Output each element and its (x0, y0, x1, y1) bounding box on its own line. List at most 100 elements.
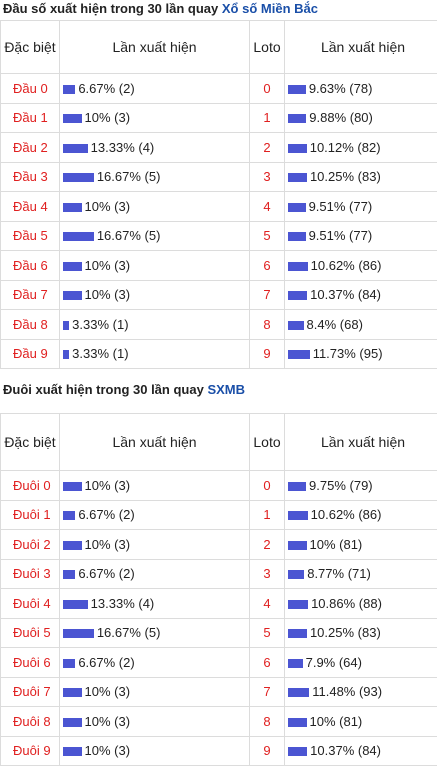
header-cell: Lần xuất hiện (60, 21, 250, 74)
frequency-cell: 3.33% (1) (60, 310, 250, 340)
loto-number: 4 (250, 192, 285, 222)
frequency-text: 6.67% (2) (78, 566, 134, 581)
frequency-text: 10% (3) (85, 537, 131, 552)
frequency-cell: 11.73% (95) (285, 339, 437, 369)
frequency-bar (288, 482, 306, 491)
frequency-text: 16.67% (5) (97, 228, 161, 243)
frequency-cell: 3.33% (1) (60, 339, 250, 369)
frequency-cell: 10% (3) (60, 471, 250, 501)
data-row: Đuôi 9 10% (3) 9 10.37% (84) (1, 736, 437, 766)
loto-number: 6 (250, 648, 285, 678)
frequency-bar (288, 114, 306, 123)
frequency-cell: 10% (81) (285, 530, 437, 560)
row-label: Đuôi 3 (1, 559, 60, 589)
row-label: Đuôi 0 (1, 471, 60, 501)
frequency-text: 9.88% (80) (309, 110, 373, 125)
frequency-bar (63, 541, 82, 550)
frequency-cell: 10.37% (84) (285, 736, 437, 766)
frequency-bar (288, 203, 306, 212)
frequency-bar (288, 718, 307, 727)
frequency-bar (63, 291, 82, 300)
frequency-text: 9.51% (77) (309, 228, 373, 243)
title-link[interactable]: Xổ số Miền Bắc (222, 1, 318, 16)
frequency-bar (288, 85, 306, 94)
frequency-text: 10.62% (86) (311, 258, 382, 273)
frequency-cell: 9.75% (79) (285, 471, 437, 501)
frequency-cell: 10.25% (83) (285, 618, 437, 648)
frequency-cell: 6.67% (2) (60, 500, 250, 530)
frequency-bar (63, 262, 82, 271)
frequency-bar (288, 350, 310, 359)
frequency-text: 11.48% (93) (312, 684, 382, 699)
frequency-text: 10% (3) (85, 684, 131, 699)
frequency-cell: 10.37% (84) (285, 280, 437, 310)
row-label: Đuôi 9 (1, 736, 60, 766)
loto-number: 8 (250, 707, 285, 737)
loto-number: 3 (250, 162, 285, 192)
header-cell: Lần xuất hiện (285, 414, 437, 471)
frequency-bar (63, 511, 75, 520)
frequency-text: 10% (3) (85, 258, 131, 273)
frequency-text: 13.33% (4) (91, 596, 155, 611)
frequency-text: 3.33% (1) (72, 317, 128, 332)
frequency-bar (63, 629, 94, 638)
row-label: Đầu 3 (1, 162, 60, 192)
row-label: Đuôi 8 (1, 707, 60, 737)
frequency-cell: 13.33% (4) (60, 589, 250, 619)
row-label: Đuôi 6 (1, 648, 60, 678)
frequency-bar (63, 659, 75, 668)
frequency-text: 10% (3) (85, 743, 131, 758)
frequency-cell: 7.9% (64) (285, 648, 437, 678)
frequency-text: 8.4% (68) (307, 317, 363, 332)
frequency-text: 10% (3) (85, 287, 131, 302)
header-cell: Lần xuất hiện (60, 414, 250, 471)
row-label: Đầu 9 (1, 339, 60, 369)
frequency-text: 10.37% (84) (310, 743, 381, 758)
frequency-cell: 9.63% (78) (285, 74, 437, 104)
frequency-bar (63, 173, 94, 182)
frequency-cell: 16.67% (5) (60, 221, 250, 251)
frequency-bar (288, 321, 304, 330)
frequency-text: 10.25% (83) (310, 169, 381, 184)
frequency-cell: 10% (3) (60, 530, 250, 560)
row-label: Đuôi 2 (1, 530, 60, 560)
loto-number: 1 (250, 500, 285, 530)
frequency-text: 8.77% (71) (307, 566, 371, 581)
title-link[interactable]: SXMB (207, 382, 245, 397)
loto-number: 9 (250, 736, 285, 766)
frequency-bar (288, 659, 303, 668)
frequency-text: 10% (3) (85, 110, 131, 125)
loto-number: 0 (250, 74, 285, 104)
frequency-bar (288, 600, 308, 609)
frequency-bar (63, 350, 69, 359)
frequency-bar (63, 114, 82, 123)
row-label: Đầu 4 (1, 192, 60, 222)
frequency-text: 10.12% (82) (310, 140, 381, 155)
header-cell: Đặc biệt (1, 21, 60, 74)
frequency-cell: 10% (3) (60, 192, 250, 222)
frequency-cell: 10% (3) (60, 280, 250, 310)
frequency-bar (63, 718, 82, 727)
header-cell: Loto (250, 21, 285, 74)
loto-number: 0 (250, 471, 285, 501)
frequency-bar (288, 144, 307, 153)
frequency-cell: 16.67% (5) (60, 162, 250, 192)
frequency-cell: 10% (3) (60, 677, 250, 707)
row-label: Đầu 5 (1, 221, 60, 251)
frequency-bar (288, 262, 308, 271)
frequency-text: 6.67% (2) (78, 655, 134, 670)
